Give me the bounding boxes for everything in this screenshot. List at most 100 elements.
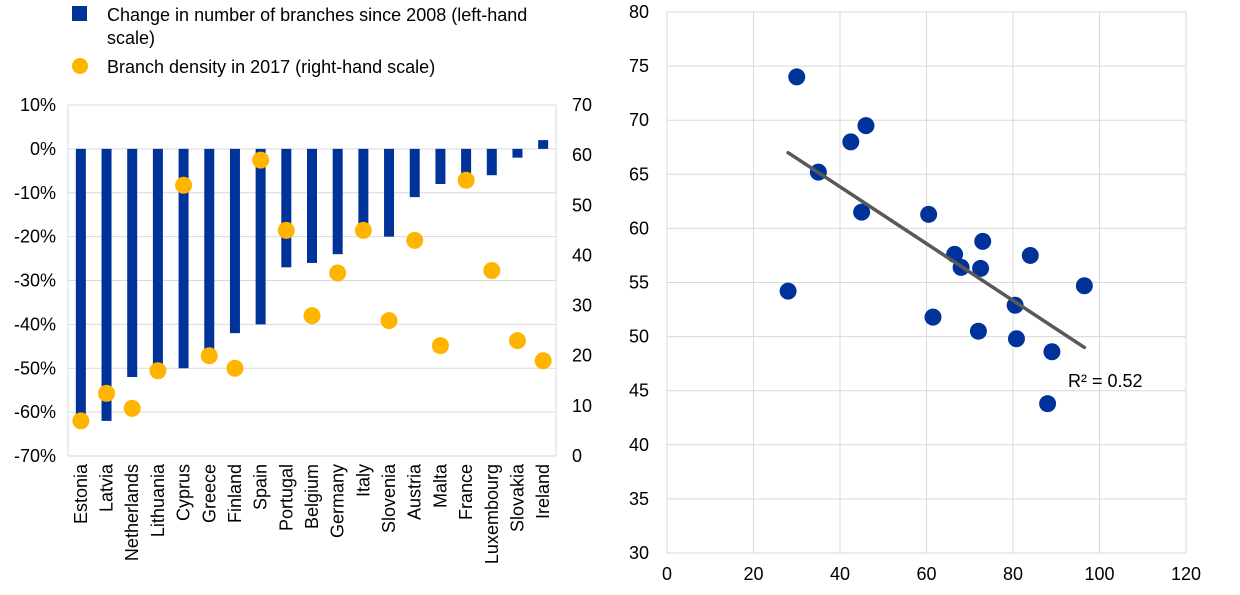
legend-bar-label-line2: scale) [107, 28, 155, 48]
scatter-point [920, 205, 938, 223]
left-axis-tick-label: 10% [20, 95, 56, 115]
category-label: Malta [430, 463, 450, 508]
x-axis-tick-label: 0 [662, 564, 672, 584]
x-axis-tick-label: 100 [1084, 564, 1114, 584]
bar-austria [409, 148, 420, 198]
y-axis-tick-label: 60 [629, 218, 649, 238]
scatter-point [1075, 277, 1093, 295]
bar-germany [332, 148, 343, 255]
dot-luxembourg [483, 261, 501, 279]
legend-dot-label: Branch density in 2017 (right-hand scale… [107, 57, 435, 77]
scatter-y-axis: 80 75 70 65 60 55 50 45 40 35 30 [629, 2, 649, 563]
y-axis-tick-label: 40 [629, 435, 649, 455]
bar-estonia [75, 148, 86, 417]
y-axis-tick-label: 30 [629, 543, 649, 563]
category-label: Slovenia [379, 463, 399, 533]
right-axis-tick-label: 10 [572, 396, 592, 416]
dot-slovakia [508, 332, 526, 350]
category-label: Netherlands [122, 464, 142, 561]
right-axis-tick-label: 60 [572, 145, 592, 165]
bar-greece [204, 148, 215, 356]
scatter-point [788, 68, 806, 86]
left-chart-bars [75, 140, 549, 421]
y-axis-tick-label: 50 [629, 327, 649, 347]
bar-slovakia [512, 148, 523, 158]
scatter-gridlines [667, 12, 1186, 553]
bar-finland [229, 148, 240, 334]
dot-slovenia [380, 312, 398, 330]
right-axis-tick-label: 30 [572, 296, 592, 316]
left-axis-tick-label: -30% [14, 271, 56, 291]
scatter-point [1043, 343, 1061, 361]
dot-ireland [534, 352, 552, 370]
scatter-point [1021, 246, 1039, 264]
bar-slovenia [384, 148, 395, 237]
y-axis-tick-label: 35 [629, 489, 649, 509]
category-label: France [456, 464, 476, 520]
scatter-point [842, 133, 860, 151]
y-axis-tick-label: 75 [629, 56, 649, 76]
left-axis-tick-label: -10% [14, 183, 56, 203]
category-label: Finland [225, 464, 245, 523]
bar-luxembourg [486, 148, 497, 176]
legend-dot-swatch [72, 58, 88, 74]
scatter-x-axis: 0 20 40 60 80 100 120 [662, 564, 1201, 584]
dot-latvia [98, 384, 116, 402]
legend-bar-label-line1: Change in number of branches since 2008 … [107, 5, 527, 25]
dot-netherlands [123, 399, 141, 417]
category-label: Lithuania [148, 463, 168, 537]
bar-france [461, 148, 472, 176]
category-label: Belgium [302, 464, 322, 529]
bar-italy [358, 148, 369, 228]
x-axis-tick-label: 60 [916, 564, 936, 584]
category-label: Luxembourg [482, 464, 502, 564]
y-axis-tick-label: 65 [629, 164, 649, 184]
right-axis-tick-label: 70 [572, 95, 592, 115]
y-axis-tick-label: 80 [629, 2, 649, 22]
x-axis-tick-label: 120 [1171, 564, 1201, 584]
dot-belgium [303, 307, 321, 325]
bar-lithuania [152, 148, 163, 369]
scatter-point [853, 203, 871, 221]
category-label: Greece [199, 464, 219, 523]
legend: Change in number of branches since 2008 … [72, 5, 527, 77]
dot-italy [354, 221, 372, 239]
right-axis-tick-label: 0 [572, 446, 582, 466]
left-axis-tick-label: -50% [14, 358, 56, 378]
scatter-point [969, 322, 987, 340]
category-label: Slovakia [507, 463, 527, 532]
left-axis-tick-label: 0% [30, 139, 56, 159]
y-axis-tick-label: 70 [629, 110, 649, 130]
dot-france [457, 171, 475, 189]
dot-malta [431, 337, 449, 355]
dot-germany [329, 264, 347, 282]
dot-cyprus [175, 176, 193, 194]
bar-malta [435, 148, 446, 184]
category-label: Austria [405, 463, 425, 520]
category-label: Spain [251, 464, 271, 510]
scatter-point [974, 232, 992, 250]
y-axis-tick-label: 55 [629, 273, 649, 293]
left-chart-category-axis: Estonia Latvia Netherlands Lithuania Cyprus G… [71, 463, 553, 564]
category-label: Cyprus [174, 464, 194, 521]
right-axis-tick-label: 20 [572, 346, 592, 366]
right-axis-tick-label: 50 [572, 195, 592, 215]
left-chart-gridlines [67, 104, 557, 457]
bar-belgium [307, 148, 317, 263]
legend-bar-swatch [72, 6, 87, 21]
left-chart-left-axis: 10% 0% -10% -20% -30% -40% -50% -60% -70% [14, 95, 56, 466]
scatter-point [924, 308, 942, 326]
dot-finland [226, 359, 244, 377]
left-combo-chart: 10% 0% -10% -20% -30% -40% -50% -60% -70% 70 60 50… [14, 95, 592, 564]
scatter-trendline [786, 150, 1087, 350]
r-squared-annotation: R² = 0.52 [1068, 371, 1143, 391]
left-axis-tick-label: -40% [14, 314, 56, 334]
bar-netherlands [127, 148, 138, 378]
dot-austria [406, 231, 424, 249]
category-label: Italy [353, 464, 373, 497]
dot-spain [252, 151, 270, 169]
right-axis-tick-label: 40 [572, 245, 592, 265]
left-chart-dots [72, 151, 552, 430]
y-axis-tick-label: 45 [629, 381, 649, 401]
